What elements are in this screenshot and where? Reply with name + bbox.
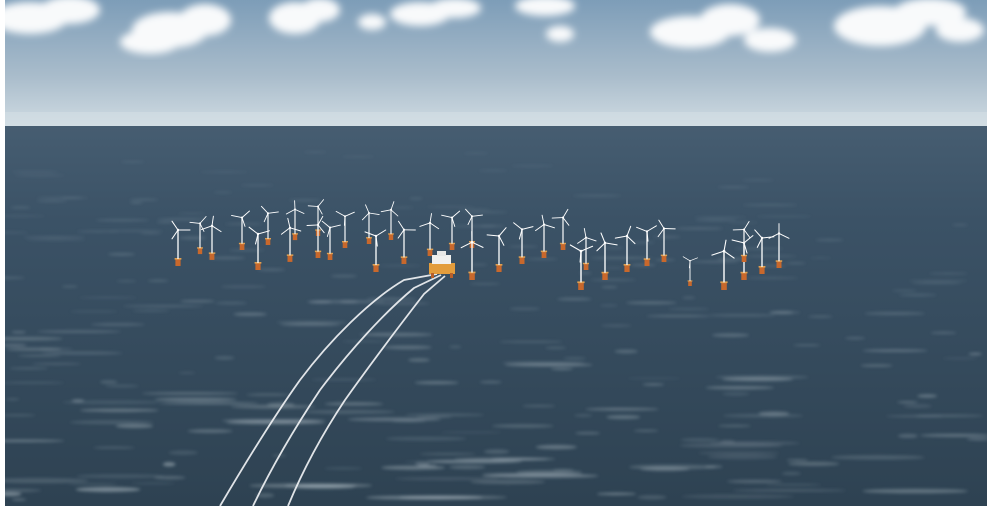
wind-turbine-icon xyxy=(189,216,207,255)
wind-turbine-icon xyxy=(171,220,191,266)
frame-left xyxy=(0,0,5,506)
wind-turbine-icon xyxy=(577,228,597,270)
wind-turbine-icon xyxy=(768,223,790,268)
wind-turbine-icon xyxy=(306,215,325,258)
wind-turbine-icon xyxy=(335,210,355,248)
wind-turbine-icon xyxy=(460,230,484,280)
export-cable xyxy=(287,275,446,506)
wind-turbine-array xyxy=(171,199,790,290)
wind-turbine-icon xyxy=(419,213,440,256)
wind-turbine-icon xyxy=(754,229,775,274)
wind-turbine-icon xyxy=(260,205,279,245)
wind-turbine-icon xyxy=(364,229,387,272)
wind-turbine-icon xyxy=(231,210,250,250)
wind-turbine-icon xyxy=(248,226,270,270)
wind-turbine-icon xyxy=(551,208,570,250)
wind-turbine-icon xyxy=(596,232,618,280)
wind-turbine-icon xyxy=(535,214,555,258)
cloud-icon xyxy=(0,0,984,54)
export-cable xyxy=(252,274,442,506)
wind-turbine-icon xyxy=(513,222,534,264)
horizon-haze xyxy=(5,112,987,130)
wind-turbine-icon xyxy=(614,225,636,272)
offshore-substation-icon xyxy=(429,251,455,278)
sea-foam xyxy=(0,151,992,501)
wind-turbine-icon xyxy=(657,219,676,262)
frame-right xyxy=(987,0,992,506)
wind-turbine-icon xyxy=(380,201,399,240)
wind-turbine-icon xyxy=(441,210,461,250)
wind-turbine-icon xyxy=(280,217,302,262)
wind-turbine-icon xyxy=(569,244,594,290)
sea xyxy=(5,126,987,506)
wind-turbine-icon xyxy=(285,200,305,241)
export-cables xyxy=(219,273,446,506)
wind-turbine-icon xyxy=(321,220,341,260)
export-cable xyxy=(219,273,438,506)
wind-turbine-icon xyxy=(682,256,698,286)
wind-turbine-icon xyxy=(397,220,416,264)
wind-turbine-icon xyxy=(636,225,657,266)
wind-turbine-icon xyxy=(711,239,735,290)
wind-turbine-icon xyxy=(732,221,751,262)
wind-turbine-icon xyxy=(486,227,507,272)
